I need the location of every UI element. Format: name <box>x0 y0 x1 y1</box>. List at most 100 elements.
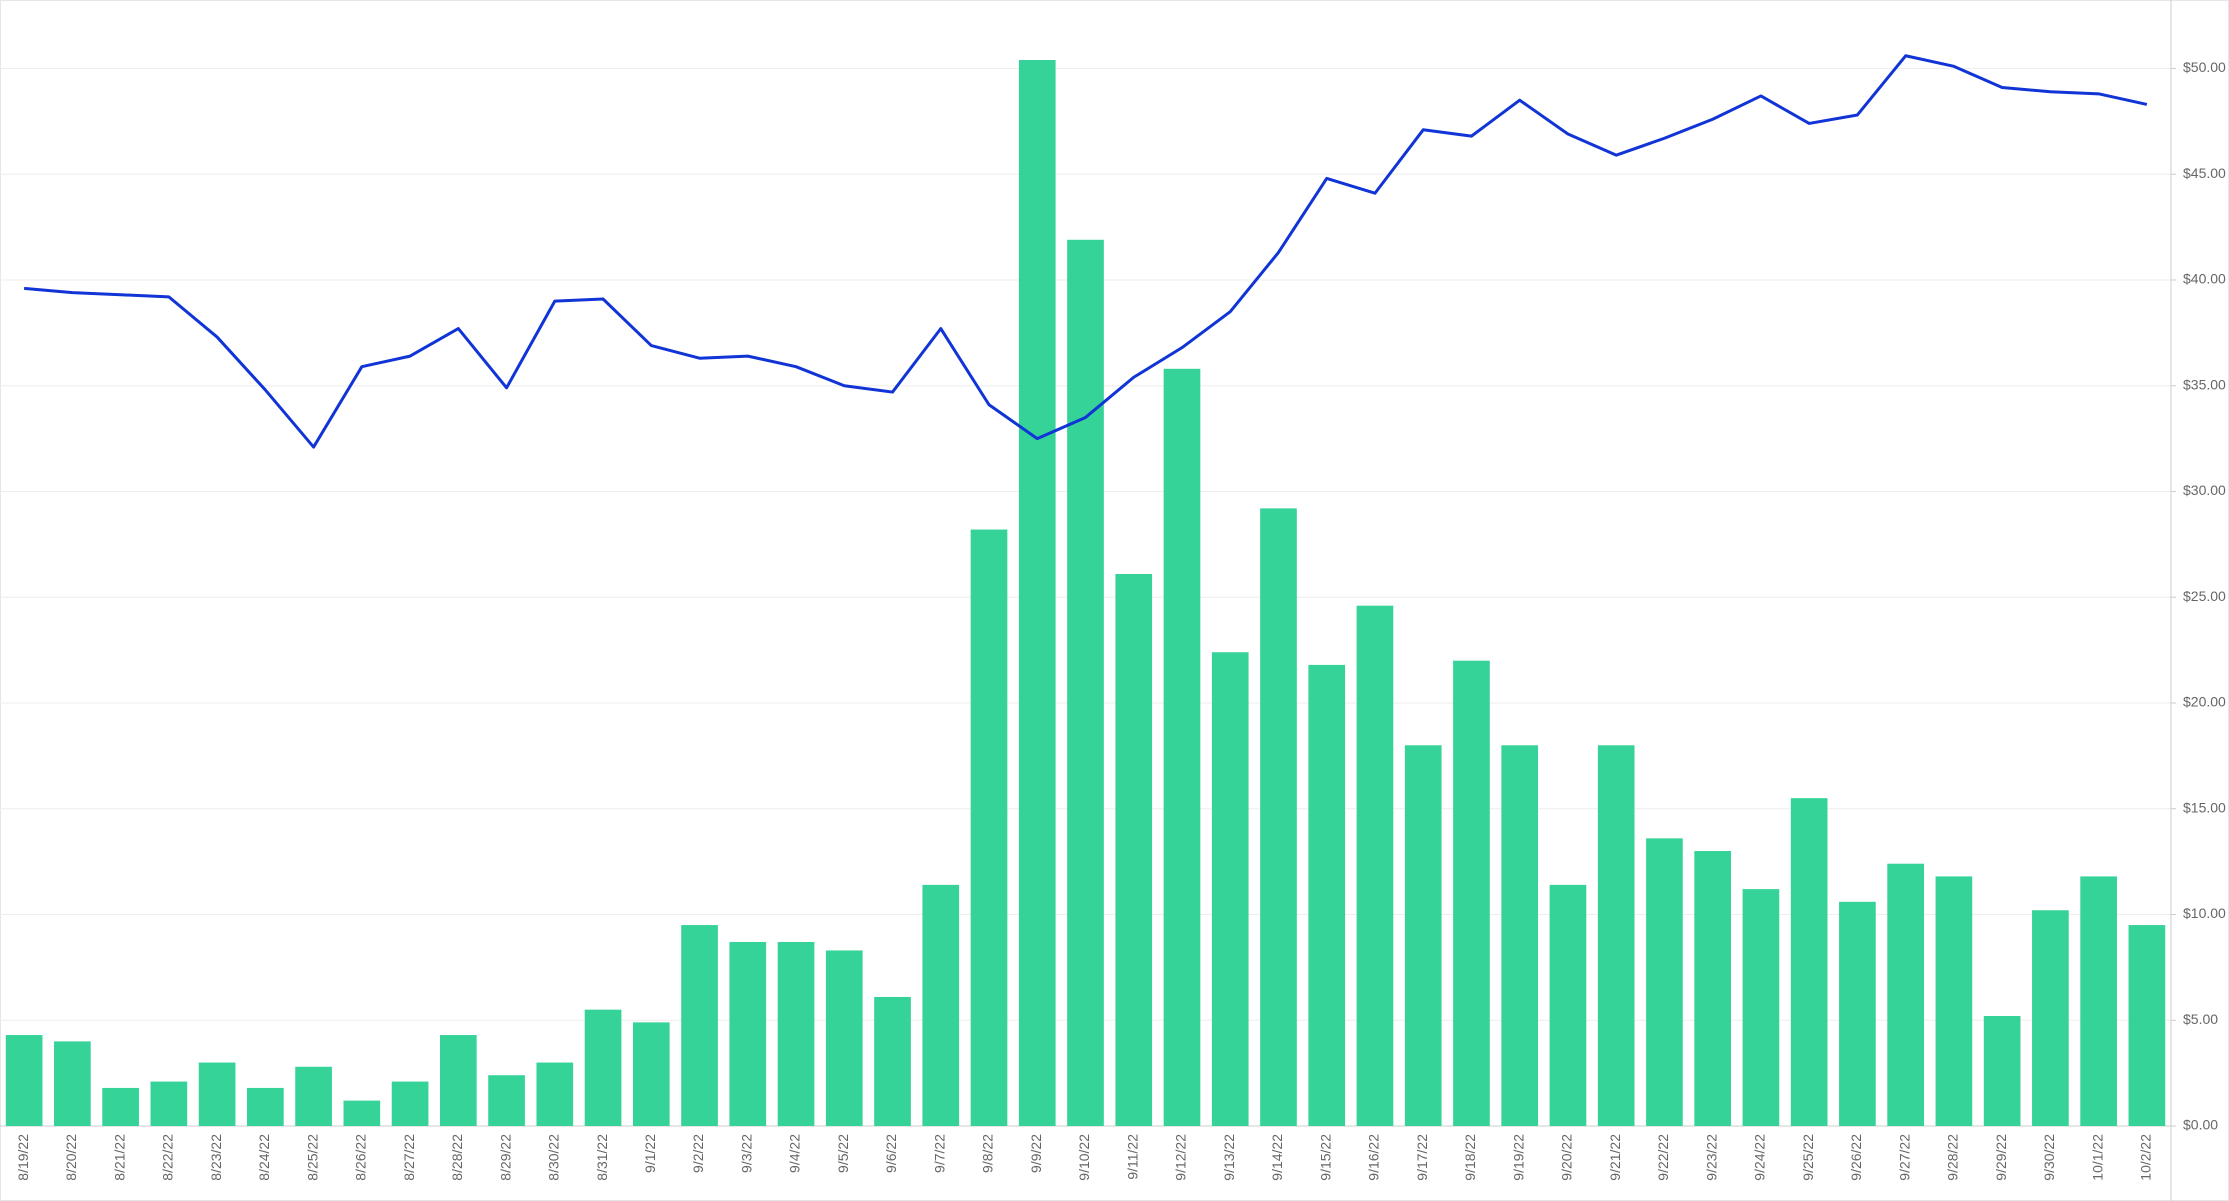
x-tick-label: 8/24/22 <box>256 1134 272 1181</box>
x-tick-label: 9/8/22 <box>980 1134 996 1173</box>
bar <box>1694 851 1732 1126</box>
line <box>23 54 2148 449</box>
y-tick-label: $35.00 <box>2183 376 2226 392</box>
x-tick-label: 9/10/22 <box>1076 1134 1092 1181</box>
bar <box>922 884 960 1126</box>
bar <box>54 1041 91 1126</box>
x-tick-label: 9/17/22 <box>1414 1134 1430 1181</box>
x-tick-label: 8/20/22 <box>63 1134 79 1181</box>
bar <box>1935 876 1973 1126</box>
bar <box>874 996 911 1126</box>
x-tick-label: 9/22/22 <box>1655 1134 1671 1181</box>
bar <box>1839 901 1876 1126</box>
bar <box>1453 660 1490 1126</box>
bar <box>536 1062 574 1126</box>
bar <box>1115 573 1153 1126</box>
x-tick-label: 9/3/22 <box>738 1134 754 1173</box>
x-tick-label: 9/4/22 <box>787 1134 803 1173</box>
bar <box>295 1066 332 1126</box>
y-tick-label: $45.00 <box>2183 165 2226 181</box>
x-tick-label: 9/14/22 <box>1269 1134 1285 1181</box>
bar <box>1018 59 1056 1127</box>
x-tick-label: 9/20/22 <box>1559 1134 1575 1181</box>
x-tick-label: 8/31/22 <box>594 1134 610 1181</box>
bar <box>1163 368 1201 1126</box>
bar <box>150 1081 188 1126</box>
x-tick-label: 8/29/22 <box>497 1134 513 1181</box>
bar <box>247 1087 284 1126</box>
x-tick-label: 10/1/22 <box>2089 1134 2105 1181</box>
bar <box>729 941 767 1126</box>
bar <box>5 1035 43 1126</box>
bar <box>1067 239 1104 1127</box>
x-tick-label: 8/27/22 <box>401 1134 417 1181</box>
x-tick-label: 9/18/22 <box>1462 1134 1478 1181</box>
x-tick-label: 9/26/22 <box>1848 1134 1864 1181</box>
y-tick-label: $30.00 <box>2183 482 2226 498</box>
bar <box>1501 745 1539 1126</box>
x-tick-label: 9/27/22 <box>1896 1134 1912 1181</box>
bar <box>681 925 718 1126</box>
x-tick-label: 9/24/22 <box>1752 1134 1768 1181</box>
x-tick-label: 9/6/22 <box>883 1134 899 1173</box>
bar <box>102 1087 139 1126</box>
x-tick-label: 9/11/22 <box>1124 1134 1140 1180</box>
x-tick-label: 9/30/22 <box>2041 1134 2057 1181</box>
x-tick-label: 9/1/22 <box>642 1134 658 1173</box>
bar <box>1356 605 1394 1126</box>
x-tick-label: 9/15/22 <box>1317 1134 1333 1181</box>
x-tick-label: 9/29/22 <box>1993 1134 2009 1181</box>
x-tick-label: 8/21/22 <box>111 1134 127 1181</box>
x-tick-label: 8/25/22 <box>304 1134 320 1181</box>
bar <box>1742 889 1780 1126</box>
x-tick-label: 8/28/22 <box>449 1134 465 1181</box>
bar <box>1887 863 1924 1126</box>
x-tick-label: 9/13/22 <box>1221 1134 1237 1181</box>
bar <box>584 1009 622 1126</box>
y-tick-label: $15.00 <box>2183 799 2226 815</box>
bar <box>632 1022 670 1126</box>
x-tick-label: 8/23/22 <box>208 1134 224 1181</box>
bar <box>1211 652 1249 1126</box>
x-tick-label: 9/21/22 <box>1607 1134 1623 1181</box>
x-tick-label: 9/25/22 <box>1800 1134 1816 1181</box>
bar <box>2080 876 2117 1126</box>
bar <box>1549 884 1587 1126</box>
bar <box>198 1062 236 1126</box>
x-tick-label: 10/2/22 <box>2138 1134 2154 1181</box>
x-tick-label: 9/2/22 <box>690 1134 706 1173</box>
x-tick-label: 8/22/22 <box>160 1134 176 1181</box>
bar <box>2032 910 2069 1126</box>
bar <box>970 529 1008 1126</box>
x-tick-label: 9/28/22 <box>1945 1134 1961 1181</box>
bar <box>2128 925 2166 1126</box>
y-tick-label: $5.00 <box>2183 1011 2218 1027</box>
x-tick-label: 9/9/22 <box>1028 1134 1044 1173</box>
x-tick-label: 8/30/22 <box>546 1134 562 1181</box>
y-tick-label: $20.00 <box>2183 694 2226 710</box>
y-tick-label: $25.00 <box>2183 588 2226 604</box>
x-tick-label: 9/7/22 <box>931 1134 947 1173</box>
y-tick-label: $40.00 <box>2183 271 2226 287</box>
bar <box>777 941 815 1126</box>
x-tick-label: 9/19/22 <box>1510 1134 1526 1181</box>
x-tick-label: 9/12/22 <box>1173 1134 1189 1181</box>
bar <box>1260 508 1297 1126</box>
y-tick-label: $0.00 <box>2183 1117 2218 1133</box>
bar <box>1790 798 1828 1126</box>
bar <box>1308 664 1346 1126</box>
bar <box>825 950 863 1126</box>
bar <box>1983 1016 2021 1126</box>
bar <box>439 1035 477 1126</box>
bar <box>488 1075 525 1126</box>
x-tick-label: 8/26/22 <box>353 1134 369 1181</box>
bar <box>343 1100 381 1126</box>
bar <box>391 1081 429 1126</box>
x-tick-label: 9/23/22 <box>1703 1134 1719 1181</box>
bar <box>1597 745 1635 1126</box>
y-tick-label: $50.00 <box>2183 59 2226 75</box>
x-tick-label: 9/16/22 <box>1366 1134 1382 1181</box>
x-tick-label: 8/19/22 <box>15 1134 31 1181</box>
bar <box>1646 838 1683 1126</box>
